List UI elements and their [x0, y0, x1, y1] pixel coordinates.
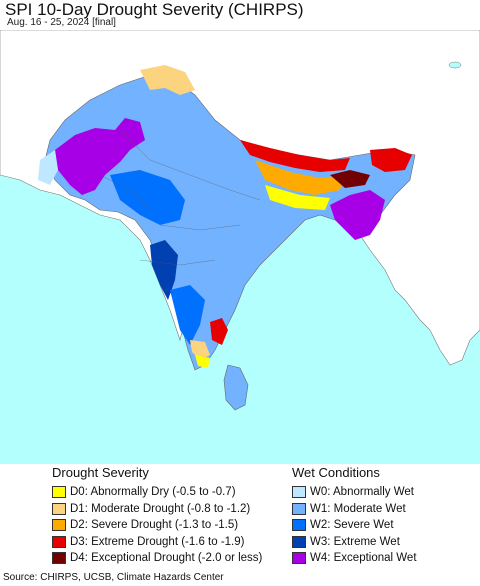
- map-subtitle: Aug. 16 - 25, 2024 [final]: [7, 17, 116, 28]
- swatch-d0: [52, 486, 66, 499]
- drought-legend-heading: Drought Severity: [52, 465, 149, 480]
- legend-item-w3: W3: Extreme Wet: [292, 534, 417, 551]
- legend-label-w0: W0: Abnormally Wet: [310, 486, 414, 499]
- wet-legend-heading: Wet Conditions: [292, 465, 380, 480]
- wet-legend: Wet Conditions W0: Abnormally Wet W1: Mo…: [292, 464, 417, 567]
- source-credit: Source: CHIRPS, UCSB, Climate Hazards Ce…: [3, 572, 224, 583]
- legend-label-d2: D2: Severe Drought (-1.3 to -1.5): [70, 519, 239, 532]
- south-abnormally-dry: [195, 355, 210, 368]
- bangladesh-exceptional-wet: [330, 190, 385, 240]
- legend-item-w4: W4: Exceptional Wet: [292, 550, 417, 567]
- swatch-d4: [52, 552, 66, 565]
- legend-label-w2: W2: Severe Wet: [310, 519, 394, 532]
- northeast-extreme-drought: [370, 148, 412, 172]
- pakistan-exceptional-wet: [55, 118, 145, 195]
- map-title: SPI 10-Day Drought Severity (CHIRPS): [5, 0, 304, 19]
- gangetic-severe-drought: [255, 160, 345, 195]
- pakistan-abnormally-wet: [38, 150, 58, 185]
- drought-map: [0, 30, 480, 465]
- swatch-d2: [52, 519, 66, 532]
- south-severe-wet: [170, 285, 205, 345]
- swatch-w0: [292, 486, 306, 499]
- legend-item-d4: D4: Exceptional Drought (-2.0 or less): [52, 550, 262, 567]
- legend-item-d1: D1: Moderate Drought (-0.8 to -1.2): [52, 501, 262, 518]
- southeast-extreme-drought: [210, 318, 228, 345]
- swatch-d3: [52, 535, 66, 548]
- legend-label-w3: W3: Extreme Wet: [310, 535, 400, 548]
- legend-item-d0: D0: Abnormally Dry (-0.5 to -0.7): [52, 484, 262, 501]
- swatch-w1: [292, 502, 306, 515]
- legend-item-w0: W0: Abnormally Wet: [292, 484, 417, 501]
- sri-lanka: [223, 364, 249, 411]
- legend-label-d1: D1: Moderate Drought (-0.8 to -1.2): [70, 502, 251, 515]
- nepal-extreme-drought: [240, 140, 350, 172]
- lake: [448, 61, 462, 69]
- northeast-exceptional-drought: [330, 170, 370, 188]
- legend-label-d0: D0: Abnormally Dry (-0.5 to -0.7): [70, 486, 236, 499]
- legend-label-w4: W4: Exceptional Wet: [310, 552, 417, 565]
- legend-item-w1: W1: Moderate Wet: [292, 501, 417, 518]
- west-coast-extreme-wet: [150, 240, 178, 300]
- swatch-d1: [52, 502, 66, 515]
- swatch-w2: [292, 519, 306, 532]
- legend-label-w1: W1: Moderate Wet: [310, 502, 406, 515]
- gangetic-dry: [265, 185, 330, 210]
- legend-item-d3: D3: Extreme Drought (-1.6 to -1.9): [52, 534, 262, 551]
- state-borders: [99, 129, 261, 266]
- swatch-w4: [292, 552, 306, 565]
- drought-legend: Drought Severity D0: Abnormally Dry (-0.…: [52, 464, 262, 567]
- legend: Drought Severity D0: Abnormally Dry (-0.…: [0, 464, 480, 570]
- central-severe-wet: [110, 170, 185, 225]
- north-moderate-drought: [140, 65, 195, 95]
- legend-item-w2: W2: Severe Wet: [292, 517, 417, 534]
- legend-label-d4: D4: Exceptional Drought (-2.0 or less): [70, 552, 263, 565]
- legend-label-d3: D3: Extreme Drought (-1.6 to -1.9): [70, 535, 245, 548]
- legend-item-d2: D2: Severe Drought (-1.3 to -1.5): [52, 517, 262, 534]
- swatch-w3: [292, 535, 306, 548]
